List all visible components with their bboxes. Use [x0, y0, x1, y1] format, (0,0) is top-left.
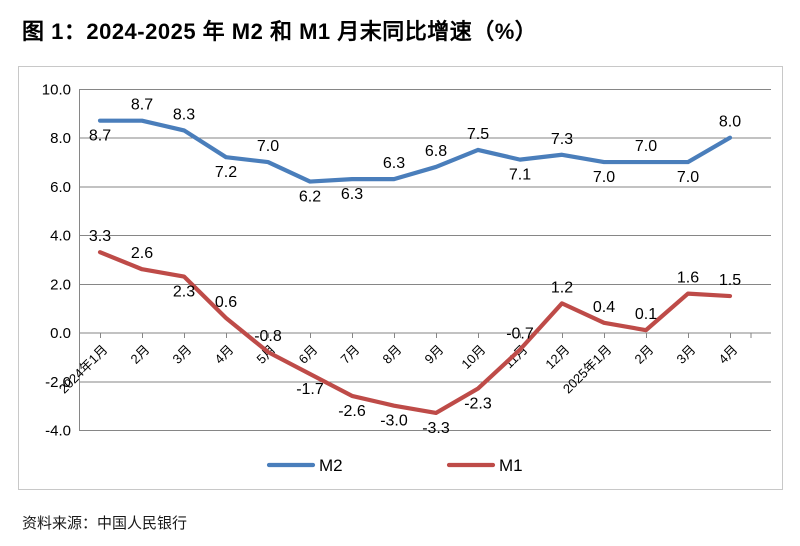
data-label: 1.2 [551, 279, 573, 296]
data-label: 8.3 [173, 106, 195, 123]
x-axis-tick-label: 2月 [631, 342, 656, 367]
page-title: 图 1：2024-2025 年 M2 和 M1 月末同比增速（%） [22, 19, 538, 44]
x-axis-tick-label: 7月 [337, 342, 362, 367]
x-axis-ticks [100, 333, 752, 339]
x-axis-tick-label: 4月 [211, 342, 236, 367]
series-line-m1[interactable] [97, 250, 733, 416]
data-label: -0.8 [254, 328, 282, 345]
chart-plot[interactable]: 10.0 8.0 6.0 4.0 2.0 0.0 -2.0 -4.0 2024年1月 2月 3月 4… [19, 67, 782, 489]
chart-legend[interactable]: M2 M1 [266, 456, 523, 475]
legend-label-m2[interactable]: M2 [319, 456, 343, 475]
data-label: 6.2 [299, 189, 321, 206]
y-axis-tick-label: -2.0 [45, 374, 71, 391]
data-label: -0.7 [506, 326, 534, 343]
data-label: 6.3 [383, 155, 405, 172]
data-label: 0.6 [215, 294, 237, 311]
data-label: 8.7 [89, 128, 111, 145]
data-label: 7.1 [509, 167, 531, 184]
data-label: 7.0 [635, 138, 657, 155]
data-label: -2.6 [338, 403, 366, 420]
data-label: 2.3 [173, 284, 195, 301]
y-axis-labels: 10.0 8.0 6.0 4.0 2.0 0.0 -2.0 -4.0 [42, 82, 71, 440]
data-label: 7.2 [215, 164, 237, 181]
data-label: -2.3 [464, 396, 492, 413]
x-axis-tick-label: 2024年1月 [56, 342, 111, 397]
source-note: 资料来源：中国人民银行 [22, 515, 188, 532]
y-axis-tick-label: 8.0 [50, 130, 71, 147]
data-label: -3.0 [380, 413, 408, 430]
series-line-m2[interactable] [97, 118, 733, 184]
y-axis-tick-label: 6.0 [50, 179, 71, 196]
x-axis-tick-label: 10月 [458, 342, 488, 372]
data-label: -3.3 [422, 420, 450, 437]
data-label: 7.0 [677, 169, 699, 186]
series-lines[interactable] [97, 118, 733, 416]
data-label: 6.3 [341, 186, 363, 203]
data-point-labels: 8.7 8.7 8.3 7.2 7.0 6.2 6.3 6.3 6.8 7.5 7.1 7.3 7.0 7… [89, 97, 741, 437]
x-axis-tick-label: 8月 [379, 342, 404, 367]
data-label: 0.1 [635, 306, 657, 323]
data-label: 2.6 [131, 245, 153, 262]
x-axis-tick-label: 6月 [295, 342, 320, 367]
data-label: 7.3 [551, 131, 573, 148]
y-axis-tick-label: 4.0 [50, 228, 71, 245]
data-label: 1.6 [677, 270, 699, 287]
x-axis-tick-label: 3月 [169, 342, 194, 367]
x-axis-tick-label: 2月 [127, 342, 152, 367]
x-axis-tick-label: 4月 [715, 342, 740, 367]
data-label: 7.5 [467, 126, 489, 143]
data-label: 7.0 [593, 169, 615, 186]
x-axis-tick-label: 9月 [421, 342, 446, 367]
data-label: 1.5 [719, 272, 741, 289]
data-label: 0.4 [593, 299, 615, 316]
y-axis-tick-label: 2.0 [50, 276, 71, 293]
data-label: 7.0 [257, 138, 279, 155]
y-axis-tick-label: -4.0 [45, 423, 71, 440]
x-axis-tick-label: 3月 [673, 342, 698, 367]
y-axis-tick-label: 0.0 [50, 325, 71, 342]
data-label: 6.8 [425, 143, 447, 160]
x-axis-tick-label: 11月 [501, 342, 530, 371]
data-label: 3.3 [89, 228, 111, 245]
legend-label-m1[interactable]: M1 [499, 456, 523, 475]
data-label: 8.7 [131, 97, 153, 114]
y-axis-tick-label: 10.0 [42, 82, 71, 99]
data-label: 8.0 [719, 114, 741, 131]
chart-frame: 10.0 8.0 6.0 4.0 2.0 0.0 -2.0 -4.0 2024年1月 2月 3月 4… [18, 66, 783, 490]
gridlines-group [79, 89, 771, 431]
x-axis-tick-label: 12月 [542, 342, 572, 372]
data-label: -1.7 [296, 381, 324, 398]
